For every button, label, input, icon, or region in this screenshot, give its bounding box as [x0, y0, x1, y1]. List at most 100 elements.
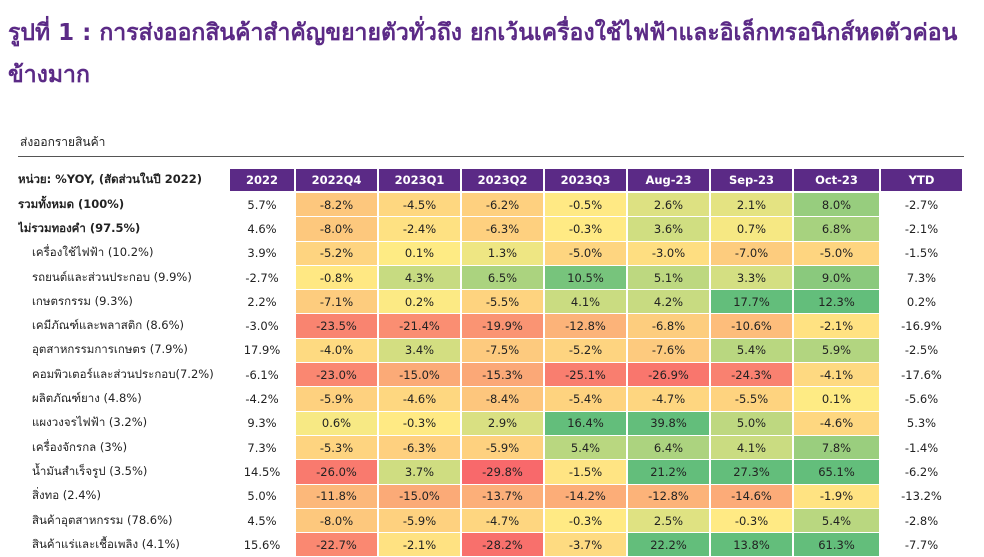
value-cell: 16.4%	[545, 411, 628, 436]
value-cell: -16.9%	[881, 314, 964, 339]
value-cell: -17.6%	[881, 363, 964, 388]
table-row: เคมีภัณฑ์และพลาสติก (8.6%) -3.0% -23.5% -21…	[18, 314, 964, 339]
value-cell: -1.9%	[794, 484, 881, 509]
value-cell: -10.6%	[711, 314, 794, 339]
value-cell: -23.0%	[296, 363, 379, 388]
value-cell: 7.3%	[881, 265, 964, 291]
value-cell: 0.2%	[881, 290, 964, 315]
value-cell: -1.5%	[881, 241, 964, 266]
value-cell: -3.0%	[230, 314, 296, 339]
value-cell: 4.3%	[379, 265, 462, 291]
value-cell: -25.1%	[545, 363, 628, 388]
value-cell: 6.4%	[628, 435, 711, 461]
value-cell: 15.6%	[230, 533, 296, 557]
value-cell: -2.1%	[379, 533, 462, 557]
value-cell: -19.9%	[462, 314, 545, 339]
value-cell: 6.8%	[794, 217, 881, 242]
value-cell: 0.1%	[794, 387, 881, 412]
value-cell: -5.4%	[545, 387, 628, 412]
value-cell: -13.2%	[881, 484, 964, 509]
value-cell: -14.6%	[711, 484, 794, 509]
value-cell: 5.0%	[711, 411, 794, 436]
value-cell: -5.9%	[296, 387, 379, 412]
value-cell: 2.2%	[230, 290, 296, 315]
value-cell: -6.1%	[230, 363, 296, 388]
row-label: แผงวงจรไฟฟ้า (3.2%)	[18, 411, 230, 436]
value-cell: -2.7%	[230, 265, 296, 291]
value-cell: -15.0%	[379, 484, 462, 509]
value-cell: -5.6%	[881, 387, 964, 412]
value-cell: -3.7%	[545, 533, 628, 557]
value-cell: -7.0%	[711, 241, 794, 266]
divider	[18, 156, 964, 157]
value-cell: 2.9%	[462, 411, 545, 436]
value-cell: -4.2%	[230, 387, 296, 412]
value-cell: -1.4%	[881, 435, 964, 461]
value-cell: -5.9%	[379, 508, 462, 534]
value-cell: -5.5%	[711, 387, 794, 412]
value-cell: 1.3%	[462, 241, 545, 266]
value-cell: -0.3%	[711, 508, 794, 534]
value-cell: -7.6%	[628, 338, 711, 364]
value-cell: 5.1%	[628, 265, 711, 291]
value-cell: 0.1%	[379, 241, 462, 266]
value-cell: 5.4%	[545, 435, 628, 461]
value-cell: -0.3%	[545, 508, 628, 534]
value-cell: -2.4%	[379, 217, 462, 242]
value-cell: 39.8%	[628, 411, 711, 436]
value-cell: 0.7%	[711, 217, 794, 242]
value-cell: -7.7%	[881, 533, 964, 557]
value-cell: -5.2%	[296, 241, 379, 266]
row-label: สิ่งทอ (2.4%)	[18, 484, 230, 509]
table-row: อุตสาหกรรมการเกษตร (7.9%) 17.9% -4.0% 3.4% -…	[18, 338, 964, 364]
row-label: ผลิตภัณฑ์ยาง (4.8%)	[18, 387, 230, 412]
value-cell: -4.1%	[794, 363, 881, 388]
row-label: เกษตรกรรม (9.3%)	[18, 290, 230, 315]
value-cell: 17.9%	[230, 338, 296, 364]
table-row: เครื่องใช้ไฟฟ้า (10.2%) 3.9% -5.2% 0.1% 1.3%…	[18, 241, 964, 266]
value-cell: -4.6%	[794, 411, 881, 436]
table-row: รถยนต์และส่วนประกอบ (9.9%) -2.7% -0.8% 4.3%…	[18, 265, 964, 291]
value-cell: 17.7%	[711, 290, 794, 315]
value-cell: 3.7%	[379, 460, 462, 485]
table-row: รวมทั้งหมด (100%) 5.7% -8.2% -4.5% -6.2% -0.5…	[18, 193, 964, 218]
value-cell: 27.3%	[711, 460, 794, 485]
value-cell: -5.2%	[545, 338, 628, 364]
value-cell: -6.2%	[462, 193, 545, 218]
value-cell: 5.4%	[794, 508, 881, 534]
row-label: รถยนต์และส่วนประกอบ (9.9%)	[18, 265, 230, 291]
value-cell: -5.3%	[296, 435, 379, 461]
value-cell: -21.4%	[379, 314, 462, 339]
table-row: สินค้าแร่และเชื้อเพลิง (4.1%) 15.6% -22.7%…	[18, 533, 964, 557]
value-cell: 65.1%	[794, 460, 881, 485]
value-cell: -1.5%	[545, 460, 628, 485]
value-cell: -0.3%	[545, 217, 628, 242]
column-header: 2022	[230, 169, 296, 193]
value-cell: -5.9%	[462, 435, 545, 461]
value-cell: 14.5%	[230, 460, 296, 485]
column-header: Aug-23	[628, 169, 711, 193]
value-cell: 5.7%	[230, 193, 296, 218]
value-cell: -2.8%	[881, 508, 964, 534]
value-cell: -4.5%	[379, 193, 462, 218]
column-header: YTD	[881, 169, 964, 193]
value-cell: -7.5%	[462, 338, 545, 364]
value-cell: 10.5%	[545, 265, 628, 291]
export-growth-table: หน่วย: %YOY, (สัดส่วนในปี 2022) 2022 202…	[18, 169, 964, 557]
value-cell: -29.8%	[462, 460, 545, 485]
value-cell: 2.1%	[711, 193, 794, 218]
value-cell: 22.2%	[628, 533, 711, 557]
column-header: Sep-23	[711, 169, 794, 193]
value-cell: 4.1%	[711, 435, 794, 461]
value-cell: -2.1%	[881, 217, 964, 242]
table-row: สินค้าอุตสาหกรรม (78.6%) 4.5% -8.0% -5.9% -4…	[18, 508, 964, 534]
row-label: คอมพิวเตอร์และส่วนประกอบ(7.2%)	[18, 363, 230, 388]
column-header: 2022Q4	[296, 169, 379, 193]
value-cell: -13.7%	[462, 484, 545, 509]
table-row: คอมพิวเตอร์และส่วนประกอบ(7.2%) -6.1% -23.0…	[18, 363, 964, 388]
value-cell: 6.5%	[462, 265, 545, 291]
figure-title: รูปที่ 1 : การส่งออกสินค้าสำคัญขยายตัวทั…	[8, 20, 958, 88]
row-label: เครื่องจักรกล (3%)	[18, 435, 230, 461]
value-cell: -8.4%	[462, 387, 545, 412]
value-cell: -26.0%	[296, 460, 379, 485]
